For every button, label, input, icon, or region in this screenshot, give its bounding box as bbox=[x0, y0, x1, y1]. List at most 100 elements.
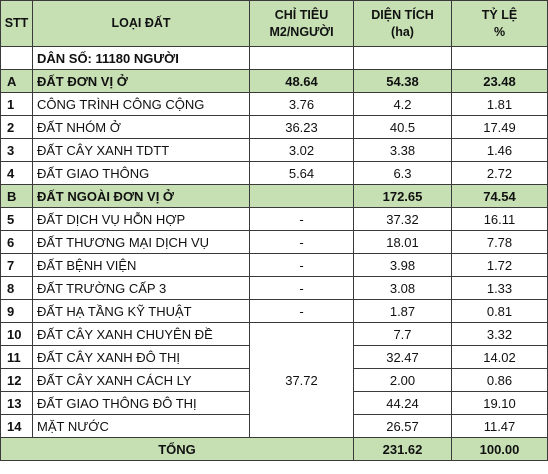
group-b-row: B ĐẤT NGOÀI ĐƠN VỊ Ở 172.65 74.54 bbox=[0, 184, 548, 208]
row-chi-tieu: 3.02 bbox=[249, 138, 354, 162]
row-stt: 10 bbox=[0, 322, 33, 346]
green-chi-tieu-merged: 37.72 bbox=[249, 322, 354, 438]
row-ty-le: 7.78 bbox=[451, 230, 548, 254]
group-a-row: A ĐẤT ĐƠN VỊ Ở 48.64 54.38 23.48 bbox=[0, 69, 548, 93]
table-row: 1 CÔNG TRÌNH CÔNG CỘNG 3.76 4.2 1.81 bbox=[0, 92, 548, 116]
row-dien-tich: 1.87 bbox=[353, 299, 452, 323]
row-dien-tich: 44.24 bbox=[353, 391, 452, 415]
row-dien-tich: 26.57 bbox=[353, 414, 452, 438]
header-dien-tich: DIỆN TÍCH (ha) bbox=[353, 0, 452, 47]
total-row: TỔNG 231.62 100.00 bbox=[0, 437, 548, 461]
table-row: 9 ĐẤT HẠ TẦNG KỸ THUẬT - 1.87 0.81 bbox=[0, 299, 548, 323]
group-b-dien-tich: 172.65 bbox=[353, 184, 452, 208]
row-dien-tich: 4.2 bbox=[353, 92, 452, 116]
population-stt bbox=[0, 46, 33, 70]
row-stt: 2 bbox=[0, 115, 33, 139]
table-row: 3 ĐẤT CÂY XANH TDTT 3.02 3.38 1.46 bbox=[0, 138, 548, 162]
row-stt: 4 bbox=[0, 161, 33, 185]
table-row: 4 ĐẤT GIAO THÔNG 5.64 6.3 2.72 bbox=[0, 161, 548, 185]
row-dien-tich: 2.00 bbox=[353, 368, 452, 392]
row-name: ĐẤT CÂY XANH ĐÔ THỊ bbox=[32, 345, 250, 369]
row-chi-tieu: - bbox=[249, 276, 354, 300]
row-ty-le: 1.46 bbox=[451, 138, 548, 162]
land-use-table: STT LOẠI ĐẤT CHỈ TIÊU M2/NGƯỜI DIỆN TÍCH… bbox=[0, 0, 548, 461]
total-label: TỔNG bbox=[0, 437, 354, 461]
table-row: 11 ĐẤT CÂY XANH ĐÔ THỊ 32.47 14.02 bbox=[0, 345, 548, 369]
row-chi-tieu: - bbox=[249, 253, 354, 277]
row-dien-tich: 6.3 bbox=[353, 161, 452, 185]
table-row: 7 ĐẤT BỆNH VIỆN - 3.98 1.72 bbox=[0, 253, 548, 277]
row-dien-tich: 3.38 bbox=[353, 138, 452, 162]
row-name: ĐẤT CÂY XANH TDTT bbox=[32, 138, 250, 162]
row-name: ĐẤT DỊCH VỤ HỖN HỢP bbox=[32, 207, 250, 231]
row-stt: 9 bbox=[0, 299, 33, 323]
row-name: ĐẤT BỆNH VIỆN bbox=[32, 253, 250, 277]
row-dien-tich: 37.32 bbox=[353, 207, 452, 231]
row-ty-le: 0.86 bbox=[451, 368, 548, 392]
group-b-chi-tieu bbox=[249, 184, 354, 208]
row-stt: 14 bbox=[0, 414, 33, 438]
header-loai-dat: LOẠI ĐẤT bbox=[32, 0, 250, 47]
row-dien-tich: 32.47 bbox=[353, 345, 452, 369]
row-name: ĐẤT CÂY XANH CHUYÊN ĐỀ bbox=[32, 322, 250, 346]
row-name: ĐẤT TRƯỜNG CẤP 3 bbox=[32, 276, 250, 300]
row-chi-tieu: - bbox=[249, 230, 354, 254]
row-ty-le: 2.72 bbox=[451, 161, 548, 185]
row-chi-tieu: 3.76 bbox=[249, 92, 354, 116]
population-dien-tich bbox=[353, 46, 452, 70]
group-a-dien-tich: 54.38 bbox=[353, 69, 452, 93]
row-ty-le: 1.72 bbox=[451, 253, 548, 277]
row-stt: 3 bbox=[0, 138, 33, 162]
row-name: ĐẤT NHÓM Ở bbox=[32, 115, 250, 139]
population-row: DÂN SỐ: 11180 NGƯỜI bbox=[0, 46, 548, 70]
population-label: DÂN SỐ: 11180 NGƯỜI bbox=[32, 46, 250, 70]
group-a-name: ĐẤT ĐƠN VỊ Ở bbox=[32, 69, 250, 93]
row-dien-tich: 3.98 bbox=[353, 253, 452, 277]
row-name: ĐẤT THƯƠNG MẠI DỊCH VỤ bbox=[32, 230, 250, 254]
group-b-ty-le: 74.54 bbox=[451, 184, 548, 208]
row-name: ĐẤT HẠ TẦNG KỸ THUẬT bbox=[32, 299, 250, 323]
row-stt: 7 bbox=[0, 253, 33, 277]
population-chi-tieu bbox=[249, 46, 354, 70]
table-row: 13 ĐẤT GIAO THÔNG ĐÔ THỊ 44.24 19.10 bbox=[0, 391, 548, 415]
table-row: 12 ĐẤT CÂY XANH CÁCH LY 2.00 0.86 bbox=[0, 368, 548, 392]
row-stt: 12 bbox=[0, 368, 33, 392]
total-ty-le: 100.00 bbox=[451, 437, 548, 461]
row-ty-le: 17.49 bbox=[451, 115, 548, 139]
table-row: 14 MẶT NƯỚC 26.57 11.47 bbox=[0, 414, 548, 438]
header-ty-le-line2: % bbox=[493, 24, 506, 39]
row-dien-tich: 18.01 bbox=[353, 230, 452, 254]
row-ty-le: 19.10 bbox=[451, 391, 548, 415]
population-ty-le bbox=[451, 46, 548, 70]
header-dien-tich-line2: (ha) bbox=[391, 24, 414, 39]
row-stt: 11 bbox=[0, 345, 33, 369]
row-name: ĐẤT GIAO THÔNG bbox=[32, 161, 250, 185]
row-chi-tieu: - bbox=[249, 207, 354, 231]
row-ty-le: 0.81 bbox=[451, 299, 548, 323]
row-name: ĐẤT GIAO THÔNG ĐÔ THỊ bbox=[32, 391, 250, 415]
row-ty-le: 1.81 bbox=[451, 92, 548, 116]
total-dien-tich: 231.62 bbox=[353, 437, 452, 461]
group-a-chi-tieu: 48.64 bbox=[249, 69, 354, 93]
group-b-stt: B bbox=[0, 184, 33, 208]
row-chi-tieu: - bbox=[249, 299, 354, 323]
row-chi-tieu: 5.64 bbox=[249, 161, 354, 185]
row-ty-le: 11.47 bbox=[451, 414, 548, 438]
header-stt: STT bbox=[0, 0, 33, 47]
row-dien-tich: 40.5 bbox=[353, 115, 452, 139]
row-stt: 8 bbox=[0, 276, 33, 300]
table-row: 10 ĐẤT CÂY XANH CHUYÊN ĐỀ 37.72 7.7 3.32 bbox=[0, 322, 548, 438]
header-chi-tieu-line1: CHỈ TIÊU bbox=[274, 7, 329, 22]
row-ty-le: 1.33 bbox=[451, 276, 548, 300]
row-dien-tich: 7.7 bbox=[353, 322, 452, 346]
row-ty-le: 3.32 bbox=[451, 322, 548, 346]
header-ty-le: TỶ LỆ % bbox=[451, 0, 548, 47]
header-dien-tich-line1: DIỆN TÍCH bbox=[371, 7, 434, 22]
header-row: STT LOẠI ĐẤT CHỈ TIÊU M2/NGƯỜI DIỆN TÍCH… bbox=[0, 0, 548, 47]
group-b-name: ĐẤT NGOÀI ĐƠN VỊ Ở bbox=[32, 184, 250, 208]
table-row: 6 ĐẤT THƯƠNG MẠI DỊCH VỤ - 18.01 7.78 bbox=[0, 230, 548, 254]
header-chi-tieu-line2: M2/NGƯỜI bbox=[269, 24, 334, 39]
header-chi-tieu: CHỈ TIÊU M2/NGƯỜI bbox=[249, 0, 354, 47]
row-name: ĐẤT CÂY XANH CÁCH LY bbox=[32, 368, 250, 392]
row-chi-tieu: 36.23 bbox=[249, 115, 354, 139]
